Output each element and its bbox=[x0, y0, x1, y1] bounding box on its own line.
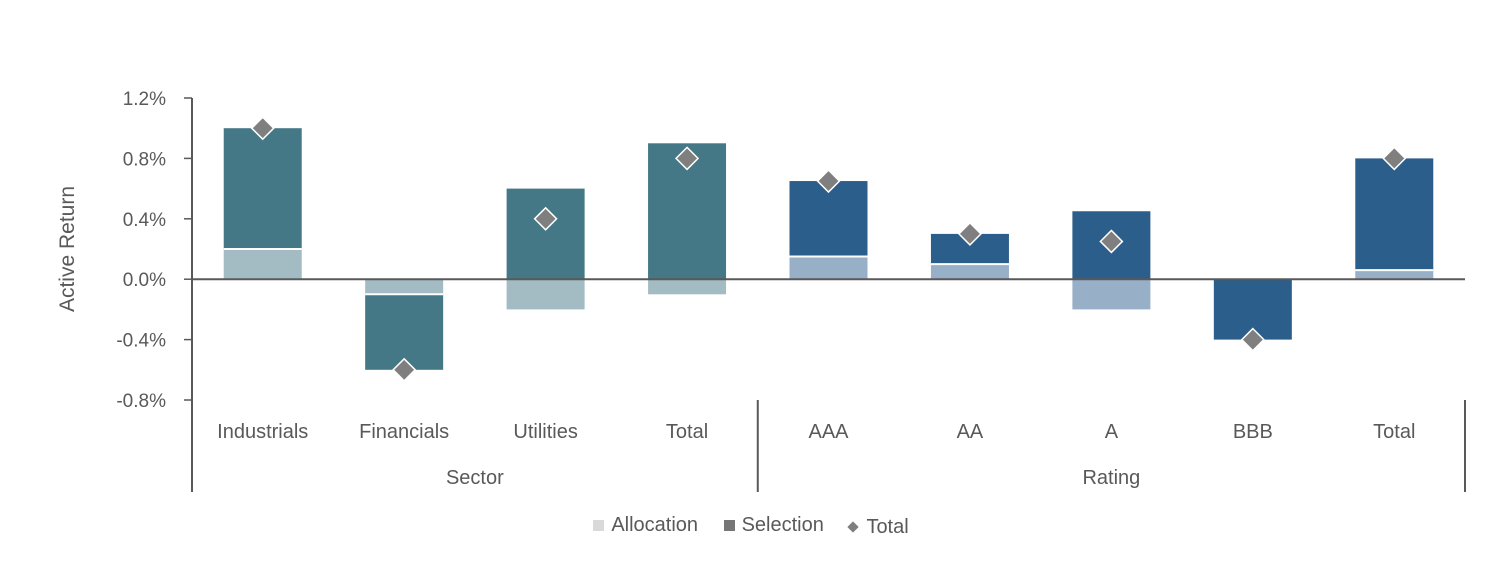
bar-allocation bbox=[930, 264, 1009, 280]
category-label: Industrials bbox=[217, 421, 308, 443]
legend-item-total: Total bbox=[847, 515, 909, 539]
total-marker bbox=[674, 146, 700, 171]
legend-label-total: Total bbox=[866, 515, 909, 538]
category-label: AA bbox=[957, 421, 984, 443]
y-tick-label: 0.4% bbox=[123, 210, 166, 231]
bar-selection bbox=[789, 181, 868, 257]
legend-diamond-total bbox=[847, 521, 860, 533]
group-label: Rating bbox=[1082, 467, 1140, 489]
legend-item-allocation: Allocation bbox=[593, 514, 698, 537]
legend-label-allocation: Allocation bbox=[611, 514, 699, 536]
category-label: Total bbox=[1373, 421, 1415, 443]
bar-selection bbox=[1355, 158, 1434, 271]
total-marker bbox=[533, 206, 558, 231]
category-label: BBB bbox=[1233, 421, 1273, 443]
total-marker bbox=[1382, 146, 1407, 171]
legend-label-selection: Selection bbox=[741, 514, 824, 536]
y-tick-label: 0.0% bbox=[123, 270, 166, 291]
bar-allocation bbox=[223, 249, 302, 280]
bar-selection bbox=[506, 188, 585, 280]
legend: Allocation Selection Total bbox=[0, 514, 1502, 539]
bar-allocation bbox=[365, 279, 444, 295]
bar-allocation bbox=[506, 279, 585, 310]
legend-swatch-allocation bbox=[593, 520, 605, 531]
category-label: AAA bbox=[808, 421, 849, 443]
y-tick-label: -0.4% bbox=[116, 331, 166, 352]
category-label: Total bbox=[666, 421, 708, 443]
category-label: Utilities bbox=[513, 421, 577, 443]
total-marker bbox=[816, 168, 841, 194]
total-marker bbox=[392, 357, 417, 382]
bar-allocation bbox=[648, 279, 727, 295]
category-label: A bbox=[1105, 421, 1119, 443]
bar-selection bbox=[223, 128, 302, 249]
y-tick-label: -0.8% bbox=[116, 391, 166, 412]
legend-swatch-selection bbox=[723, 520, 735, 531]
total-marker bbox=[1099, 229, 1124, 254]
y-axis-label: Active Return bbox=[56, 186, 79, 312]
bar-allocation bbox=[789, 256, 868, 280]
legend-item-selection: Selection bbox=[723, 514, 824, 537]
bar-allocation bbox=[1355, 270, 1434, 280]
category-label: Financials bbox=[359, 421, 449, 443]
y-tick-label: 0.8% bbox=[123, 149, 166, 170]
total-marker bbox=[250, 116, 275, 141]
total-marker bbox=[957, 221, 983, 246]
bar-selection bbox=[365, 294, 444, 370]
bar-allocation bbox=[1072, 279, 1151, 310]
y-tick-label: 1.2% bbox=[123, 89, 166, 110]
total-marker bbox=[1240, 327, 1265, 352]
group-label: Sector bbox=[446, 467, 504, 489]
